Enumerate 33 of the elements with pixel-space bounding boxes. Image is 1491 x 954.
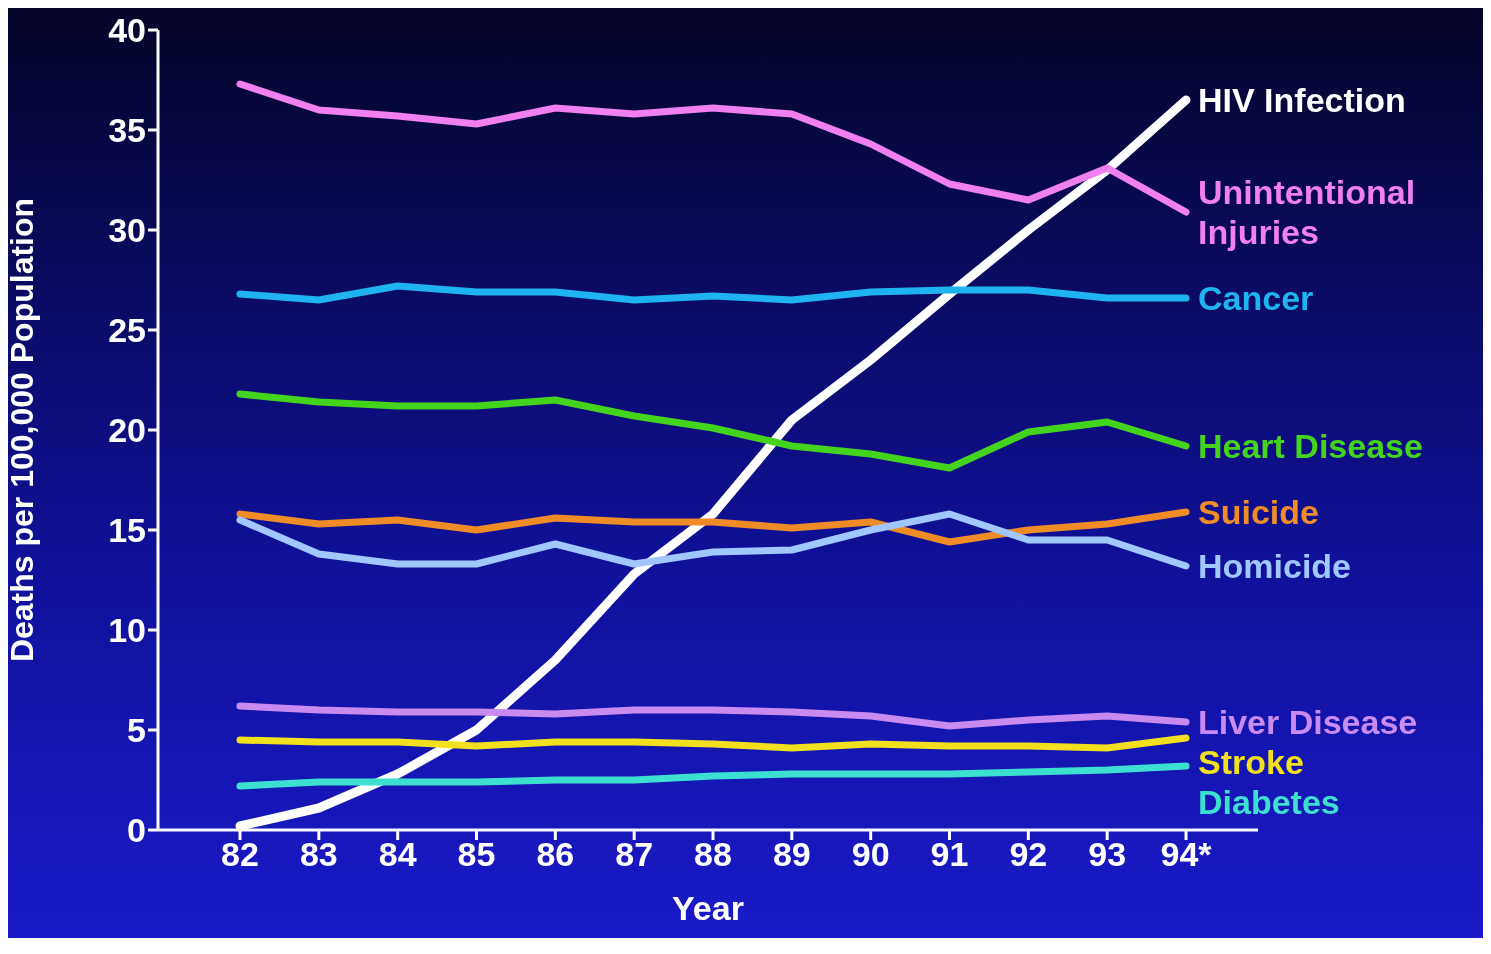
y-tick-label: 0 [127, 811, 146, 850]
y-tick-label: 30 [108, 211, 146, 250]
series-label: Heart Disease [1198, 426, 1424, 466]
y-tick-label: 40 [108, 11, 146, 50]
series-label: Suicide [1198, 492, 1320, 532]
series-label: Cancer [1198, 278, 1315, 318]
x-tick-label: 85 [457, 835, 496, 874]
x-tick-label: 91 [930, 835, 969, 874]
x-tick-label: 83 [299, 835, 338, 874]
x-tick-label: 89 [772, 835, 811, 874]
y-axis-title: Deaths per 100,000 Population [4, 197, 41, 663]
y-tick-label: 5 [127, 711, 146, 750]
x-tick-label: 88 [694, 835, 732, 874]
x-tick-label: 87 [615, 835, 654, 874]
series-label: Diabetes [1198, 782, 1341, 822]
x-tick-label: 93 [1088, 835, 1127, 874]
y-tick-label: 10 [108, 611, 146, 650]
x-tick-label: 82 [221, 835, 259, 874]
x-tick-label: 94* [1160, 835, 1213, 874]
x-axis-title: Year [672, 889, 744, 927]
series-label: Liver Disease [1198, 702, 1419, 742]
x-tick-label: 90 [851, 835, 890, 874]
series-label: Homicide [1198, 546, 1353, 586]
series-label: Stroke [1198, 742, 1305, 782]
series-label: HIV Infection [1198, 80, 1407, 120]
x-tick-label: 86 [536, 835, 575, 874]
x-tick-label: 92 [1009, 835, 1048, 874]
x-tick-label: 84 [378, 835, 417, 874]
series-label: Unintentional Injuries [1198, 172, 1417, 252]
y-tick-label: 15 [108, 511, 146, 550]
y-tick-label: 25 [108, 311, 146, 350]
y-tick-label: 35 [108, 111, 146, 150]
y-tick-label: 20 [108, 411, 146, 450]
